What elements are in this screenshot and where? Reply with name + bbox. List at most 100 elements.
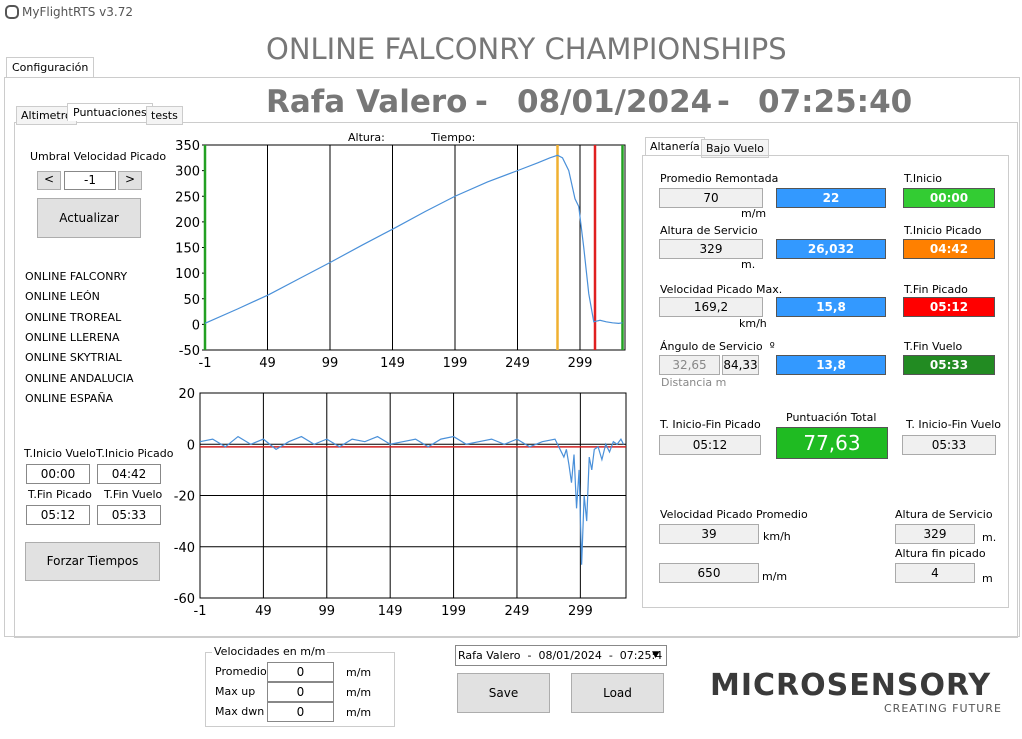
unit: Distancia m [661, 376, 727, 389]
speed-chart: -1 49 99 149 199 249 299 -60 -40 -20 0 20 [174, 387, 627, 619]
label: Max up [215, 685, 256, 698]
x-tick-label: 299 [568, 356, 593, 370]
team[interactable]: ONLINE TROREAL [25, 310, 122, 324]
tab-page [4, 77, 1020, 637]
label: Promedio [215, 665, 267, 678]
team[interactable]: ONLINE SKYTRIAL [25, 351, 122, 365]
team[interactable]: ONLINE ANDALUCIA [25, 371, 134, 385]
unit: m/m [741, 207, 767, 220]
input[interactable]: 0 [267, 702, 334, 722]
y-tick-label: 100 [175, 267, 200, 282]
team[interactable]: ONLINE LLERENA [25, 330, 120, 344]
separator: - [717, 84, 730, 120]
label: Altura de Servicio [895, 508, 993, 521]
field: 32,65 [659, 355, 720, 375]
field: 05:33 [902, 435, 996, 455]
dropdown-arrow[interactable]: ▼ [652, 650, 659, 660]
button[interactable]: Load [571, 673, 664, 713]
date: 08/01/2024 [517, 84, 713, 120]
tab[interactable]: Altanería [645, 137, 705, 155]
field: 84,33 [722, 355, 759, 375]
x-tick-label: 149 [380, 356, 405, 370]
score: 15,8 [776, 297, 886, 317]
y-tick-label: 300 [175, 165, 200, 180]
button[interactable]: Save [457, 673, 550, 713]
y-tick-label: 20 [178, 387, 195, 402]
x-tick-label: 99 [319, 604, 336, 619]
field: 4 [895, 563, 975, 583]
field: 05:12 [659, 435, 761, 455]
unit: m. [741, 258, 756, 271]
tab[interactable]: Puntuaciones [67, 103, 153, 121]
field: 650 [659, 563, 759, 583]
plot-area [204, 144, 626, 351]
data-line [199, 435, 625, 565]
annotation: Tiempo: [430, 131, 475, 144]
label: T.Inicio Picado [904, 224, 982, 237]
team[interactable]: ONLINE FALCONRY [25, 270, 128, 283]
time: 05:12 [903, 297, 995, 317]
y-tick-label: -20 [174, 490, 195, 505]
logo: MICROSENSORY [710, 668, 992, 703]
unit: m/m [346, 686, 372, 699]
x-tick-label: -1 [199, 356, 212, 370]
tab[interactable]: Configuración [6, 57, 95, 77]
button[interactable]: > [118, 171, 142, 190]
tab[interactable]: Altimetro [16, 106, 77, 125]
score: 26,032 [776, 239, 886, 259]
time: 04:42 [903, 239, 995, 259]
x-tick-label: 299 [568, 604, 593, 619]
label: Max dwn [215, 705, 265, 718]
button[interactable]: < [37, 171, 61, 190]
score: 22 [776, 188, 886, 208]
window-title: MyFlightRTS v3.72 [22, 5, 133, 19]
inner-tab-page [14, 122, 1018, 638]
time-input[interactable]: 05:12 [26, 505, 90, 525]
y-tick-label: -50 [179, 344, 200, 359]
time-input[interactable]: 00:00 [26, 464, 90, 484]
field: 39 [659, 524, 759, 544]
group-title: Velocidades en m/m [212, 645, 328, 658]
x-tick-label: 249 [505, 604, 530, 619]
time-input[interactable]: 04:42 [97, 464, 161, 484]
input[interactable]: 0 [267, 682, 334, 702]
label: Altura de Servicio [660, 224, 758, 237]
app-icon [5, 5, 19, 19]
time-input[interactable]: 05:33 [97, 505, 161, 525]
tab[interactable]: Bajo Vuelo [701, 139, 769, 158]
team[interactable]: ONLINE ESPAÑA [25, 391, 114, 405]
altitude-chart: -1 49 99 149 199 249 299 -50 0 50 100 150 200 250 300 3… [175, 131, 626, 370]
y-tick-label: 200 [175, 216, 200, 231]
button[interactable]: Actualizar [37, 198, 141, 238]
x-tick-label: 149 [378, 604, 403, 619]
label: T.Inicio [904, 172, 943, 185]
label: T.Fin Vuelo [904, 340, 963, 353]
label: T.Inicio Vuelo [24, 447, 96, 460]
x-tick-label: -1 [194, 604, 207, 619]
unit: m [982, 572, 993, 585]
x-tick-label: 49 [255, 604, 272, 619]
label: T.Fin Picado [904, 283, 968, 296]
label: Ángulo de Servicio º [660, 340, 775, 353]
tab[interactable]: tests [146, 106, 183, 125]
input[interactable]: -1 [64, 171, 116, 190]
label: Velocidad Picado Promedio [660, 508, 808, 521]
y-tick-label: 0 [192, 318, 200, 333]
label: T.Fin Vuelo [104, 488, 163, 501]
x-tick-label: 249 [505, 356, 530, 370]
field: 70 [659, 188, 763, 208]
unit: km/h [739, 317, 767, 330]
x-tick-label: 49 [259, 356, 276, 370]
dropdown[interactable]: Rafa Valero - 08/01/2024 - 07:25:4 [455, 645, 667, 666]
button[interactable]: Forzar Tiempos [25, 542, 160, 581]
label: Puntuación Total [786, 411, 877, 424]
label: T.Fin Picado [28, 488, 92, 501]
label: T. Inicio-Fin Vuelo [906, 418, 1002, 431]
total-score: 77,63 [776, 427, 888, 459]
input[interactable]: 0 [267, 662, 334, 682]
time: 00:00 [903, 188, 995, 208]
y-tick-label: 150 [175, 242, 200, 257]
team[interactable]: ONLINE LEÓN [25, 290, 100, 304]
unit: m/m [346, 706, 372, 719]
score: 13,8 [776, 355, 886, 375]
